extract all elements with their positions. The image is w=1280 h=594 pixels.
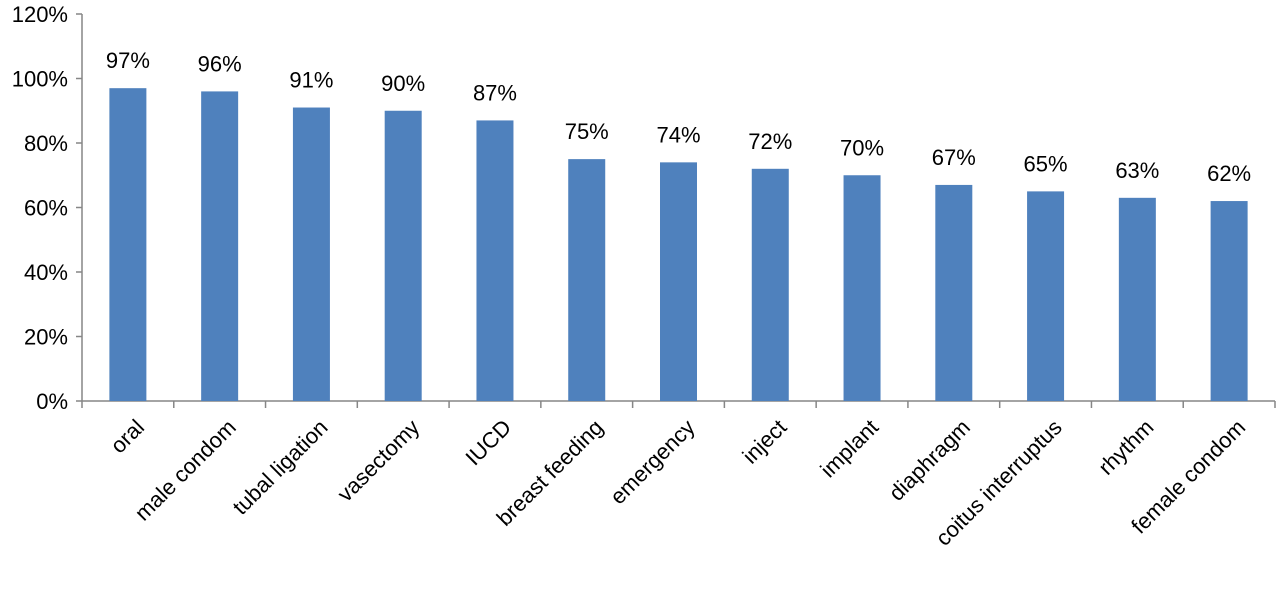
bar	[1210, 201, 1248, 401]
y-tick-label: 120%	[12, 2, 68, 27]
x-tick-label: IUCD	[460, 415, 516, 471]
y-tick-label: 100%	[12, 67, 68, 92]
x-tick-label: inject	[737, 415, 791, 469]
x-tick-label: tubal ligation	[228, 415, 333, 520]
y-tick-label: 80%	[24, 131, 68, 156]
bar	[660, 162, 697, 401]
bar	[843, 175, 881, 401]
bar	[935, 184, 973, 401]
data-label: 74%	[656, 122, 700, 147]
data-label: 75%	[565, 119, 609, 144]
bar	[292, 107, 330, 402]
data-label: 96%	[198, 51, 242, 76]
bar	[476, 120, 514, 402]
data-label: 90%	[381, 71, 425, 96]
data-label: 63%	[1115, 158, 1159, 183]
data-label: 97%	[106, 48, 150, 73]
y-tick-label: 20%	[24, 325, 68, 350]
data-label: 67%	[932, 145, 976, 170]
data-label: 72%	[748, 129, 792, 154]
bar	[568, 159, 606, 401]
bar	[1118, 197, 1156, 401]
x-tick-label: emergency	[605, 415, 700, 510]
data-label: 62%	[1207, 161, 1251, 186]
bar	[1027, 191, 1065, 401]
y-tick-label: 0%	[36, 389, 68, 414]
x-tick-label: implant	[815, 415, 883, 483]
bar	[109, 88, 147, 402]
bar	[201, 91, 239, 402]
bar	[751, 168, 789, 401]
data-label: 91%	[289, 68, 333, 93]
data-label: 87%	[473, 80, 517, 105]
data-label: 70%	[840, 135, 884, 160]
x-tick-label: diaphragm	[884, 415, 975, 506]
x-tick-label: vasectomy	[332, 415, 424, 507]
y-tick-label: 40%	[24, 260, 68, 285]
x-tick-label: oral	[105, 415, 149, 459]
data-label: 65%	[1024, 151, 1068, 176]
y-tick-label: 60%	[24, 196, 68, 221]
bar	[384, 110, 422, 401]
x-tick-label: rhythm	[1093, 415, 1158, 480]
